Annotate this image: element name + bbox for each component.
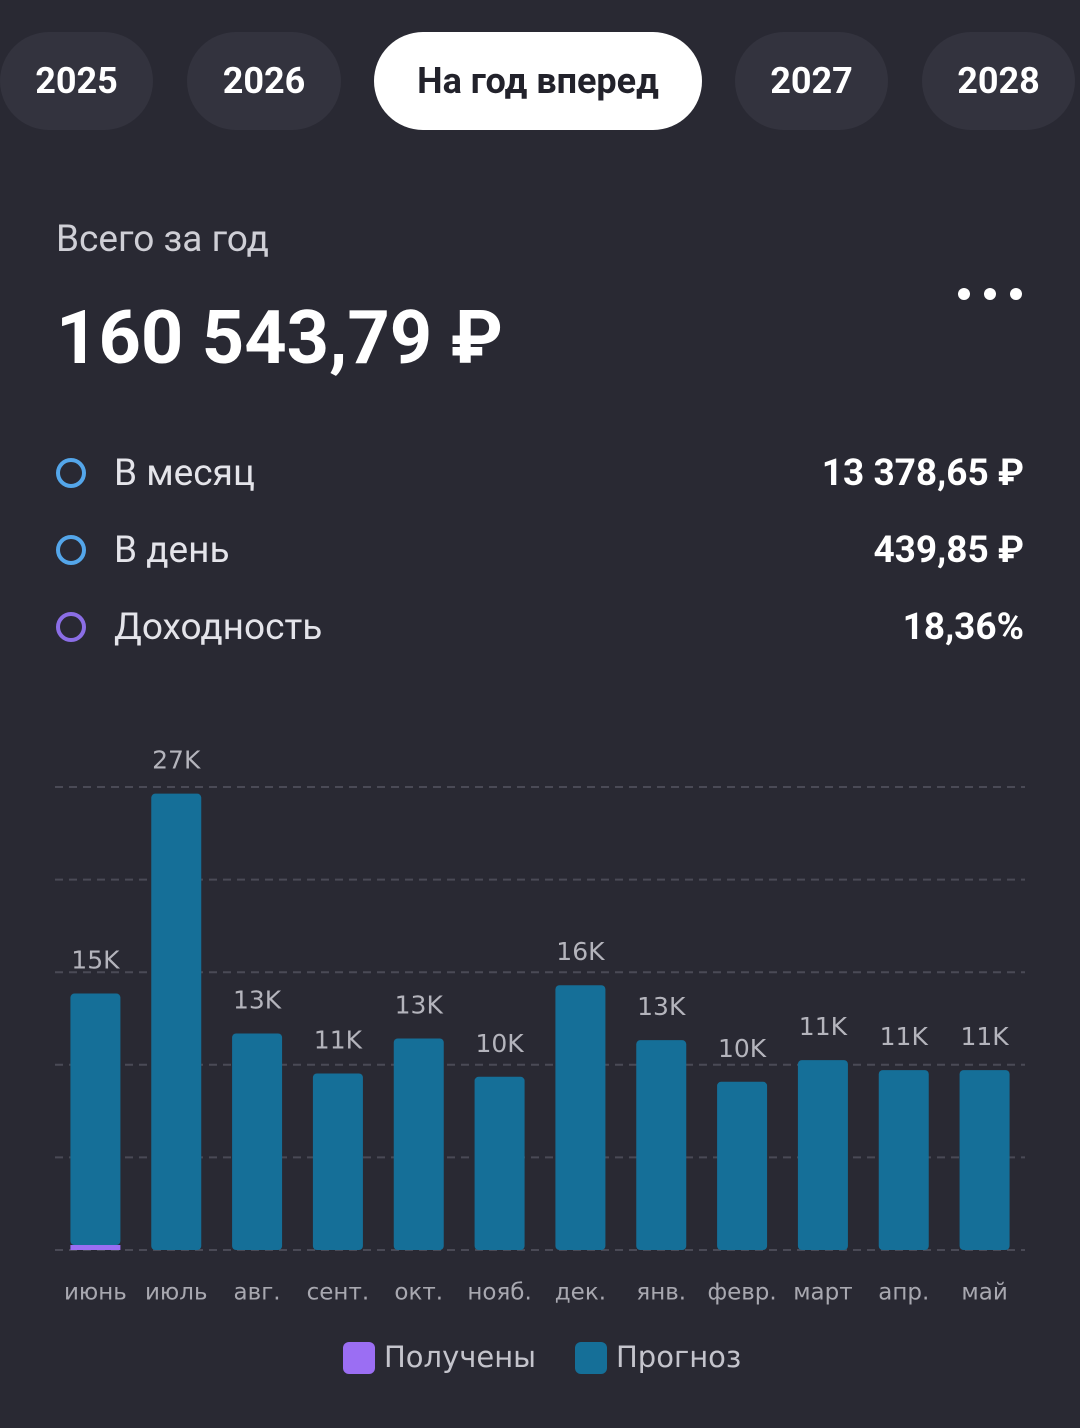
tab[interactable]: 2027	[735, 32, 888, 130]
bar-segment	[636, 1040, 687, 1250]
stat-value: 18,36%	[902, 605, 1024, 649]
legend-swatch	[575, 1342, 607, 1374]
x-tick-label: окт.	[394, 1280, 443, 1306]
stat-row: Доходность 18,36%	[56, 602, 1024, 652]
stat-icon	[56, 458, 86, 488]
value-label: 16K	[556, 937, 605, 966]
stat-row: В день 439,85 ₽	[56, 525, 1024, 575]
bar-segment	[312, 1073, 363, 1250]
legend-swatch	[343, 1342, 375, 1374]
x-tick-label: нояб.	[467, 1280, 531, 1306]
bar-segment	[717, 1081, 768, 1250]
legend-label: Получены	[384, 1340, 536, 1374]
bar-segment	[878, 1070, 929, 1250]
x-tick-label: апр.	[878, 1280, 929, 1306]
bar-segment	[70, 993, 121, 1246]
tab[interactable]: 2025	[0, 32, 153, 130]
value-label: 10K	[475, 1029, 524, 1058]
stat-row: В месяц 13 378,65 ₽	[56, 448, 1024, 498]
more-menu[interactable]	[958, 288, 1022, 306]
value-label: 11K	[799, 1012, 848, 1041]
value-label: 13K	[233, 985, 282, 1014]
bar-segment	[959, 1070, 1010, 1250]
x-tick-label: февр.	[707, 1280, 776, 1306]
bar-segment	[70, 1245, 121, 1250]
stat-label: Доходность	[114, 605, 323, 649]
value-label: 15K	[71, 946, 120, 975]
stat-icon	[56, 535, 86, 565]
bar-segment	[555, 985, 606, 1250]
value-label: 13K	[395, 990, 444, 1019]
stat-value: 13 378,65 ₽	[821, 451, 1024, 495]
stat-label: В месяц	[114, 451, 255, 495]
tab[interactable]: На год вперед	[374, 32, 702, 130]
bar-segment	[393, 1038, 444, 1250]
x-tick-label: авг.	[234, 1280, 281, 1306]
bar-segment	[151, 793, 202, 1250]
x-tick-label: июль	[145, 1280, 208, 1306]
value-label: 11K	[960, 1022, 1009, 1051]
x-tick-label: сент.	[307, 1280, 370, 1306]
summary-label: Всего за год	[56, 218, 269, 261]
legend-label: Прогноз	[616, 1340, 741, 1374]
value-label: 11K	[314, 1025, 363, 1054]
x-tick-label: май	[961, 1280, 1007, 1306]
value-label: 13K	[637, 992, 686, 1021]
stat-icon	[56, 612, 86, 642]
bar-segment	[797, 1060, 848, 1250]
value-label: 10K	[718, 1034, 767, 1063]
x-tick-label: март	[793, 1280, 852, 1306]
stat-value: 439,85 ₽	[873, 528, 1024, 572]
bar-segment	[232, 1033, 283, 1250]
value-label: 11K	[880, 1022, 929, 1051]
tab[interactable]: 2026	[187, 32, 341, 130]
bar-segment	[474, 1076, 525, 1250]
value-label: 27K	[152, 746, 201, 775]
x-tick-label: июнь	[64, 1280, 127, 1306]
stat-label: В день	[114, 528, 230, 572]
tab[interactable]: 2028	[922, 32, 1075, 130]
x-tick-label: янв.	[636, 1280, 686, 1306]
summary-total: 160 543,79 ₽	[56, 295, 503, 382]
x-tick-label: дек.	[555, 1280, 606, 1306]
